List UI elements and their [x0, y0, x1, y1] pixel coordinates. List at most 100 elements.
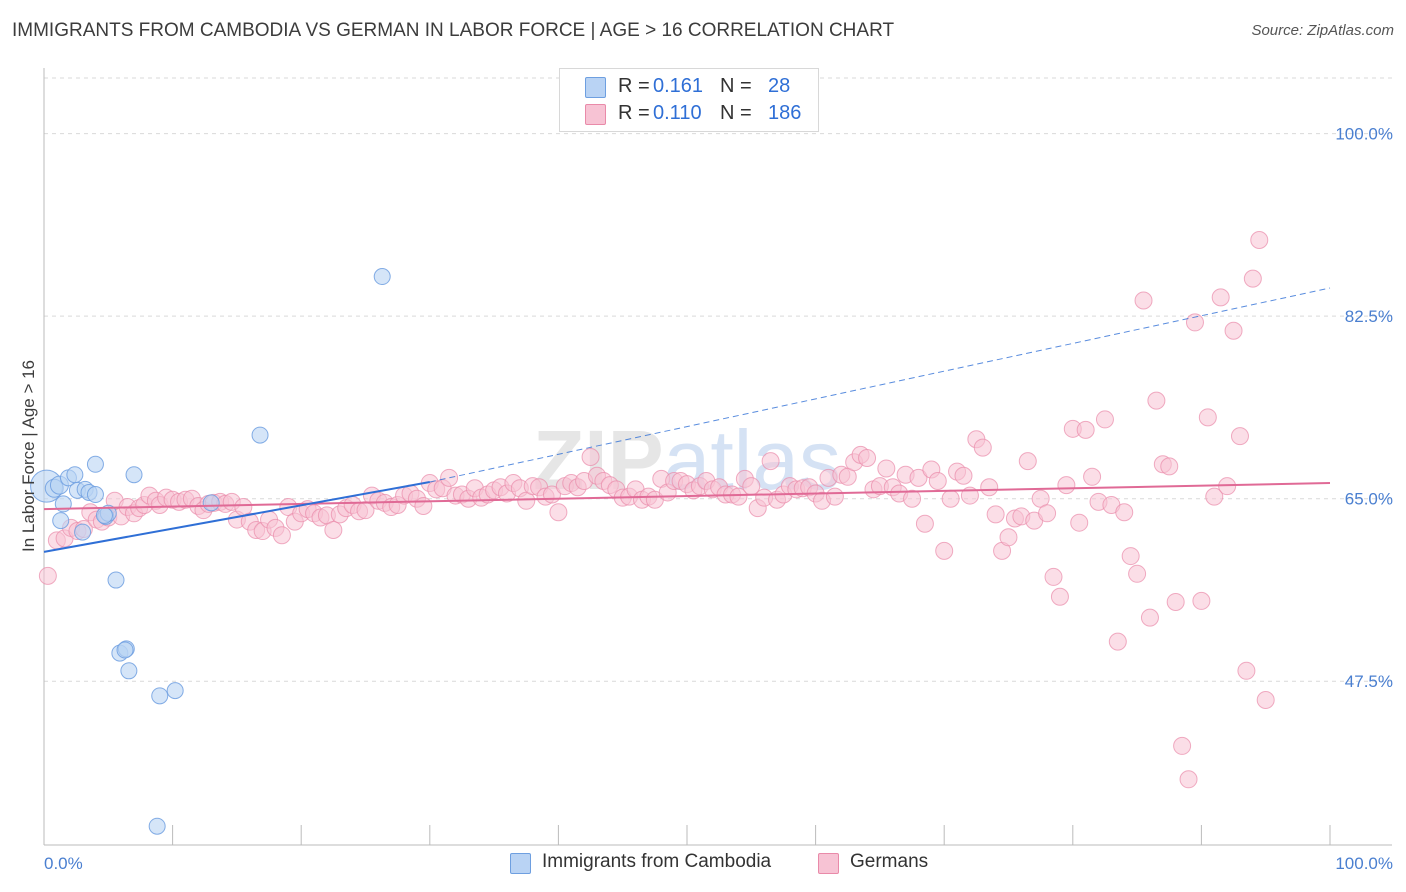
legend-swatch-germans — [585, 104, 606, 125]
germans-point — [581, 447, 600, 466]
germans-point — [1140, 608, 1159, 627]
cambodia-point — [86, 486, 104, 504]
germans-trend-line — [43, 482, 1331, 511]
cambodia-point — [166, 682, 184, 700]
germans-point — [980, 478, 999, 497]
cambodia-point — [95, 506, 113, 524]
germans-point — [909, 468, 928, 487]
cambodia-point — [373, 268, 391, 286]
germans-point — [1057, 476, 1076, 495]
germans-point — [999, 528, 1018, 547]
germans-point — [1083, 467, 1102, 486]
axes — [43, 68, 1392, 846]
y-tick-label: 82.5% — [1345, 307, 1393, 326]
germans-point — [272, 526, 291, 545]
germans-points — [38, 231, 1275, 789]
legend-n-label: N = — [720, 75, 752, 97]
cambodia-trend-line — [43, 481, 430, 553]
germans-point — [1160, 457, 1179, 476]
x-tick-label: 0.0% — [44, 854, 83, 873]
germans-point — [1128, 564, 1147, 583]
germans-point — [324, 520, 343, 539]
germans-point — [1121, 547, 1140, 566]
germans-point — [915, 514, 934, 533]
x-tick-label: 100.0% — [1335, 854, 1393, 873]
germans-point — [1038, 504, 1057, 523]
germans-point — [1044, 567, 1063, 586]
cambodia-point — [107, 571, 125, 589]
germans-point — [1166, 592, 1185, 611]
y-tick-label: 47.5% — [1345, 672, 1393, 691]
germans-point — [1250, 231, 1269, 250]
y-tick-label: 100.0% — [1335, 125, 1393, 144]
chart-title: IMMIGRANTS FROM CAMBODIA VS GERMAN IN LA… — [12, 20, 895, 41]
germans-point — [858, 449, 877, 468]
legend-swatch-germans — [818, 853, 839, 874]
cambodia-point — [66, 466, 84, 484]
cambodia-point — [52, 512, 70, 530]
germans-point — [903, 489, 922, 508]
cambodia-trend-extension — [429, 287, 1331, 483]
germans-point — [986, 505, 1005, 524]
cambodia-point — [251, 426, 269, 444]
cambodia-point — [86, 455, 104, 473]
germans-point — [549, 503, 568, 522]
legend-n-label: N = — [720, 102, 752, 124]
cambodia-point — [148, 817, 166, 835]
germans-point — [935, 541, 954, 560]
legend-n-value: 186 — [768, 102, 802, 124]
germans-point — [1179, 770, 1198, 789]
germans-point — [941, 489, 960, 508]
germans-point — [440, 468, 459, 487]
germans-point — [973, 438, 992, 457]
legend-n-value: 28 — [768, 75, 791, 97]
legend-label-germans: Germans — [850, 851, 929, 872]
y-tick-label: 65.0% — [1345, 490, 1393, 509]
germans-point — [1018, 452, 1037, 471]
cambodia-point — [151, 687, 169, 705]
cambodia-point — [120, 662, 138, 680]
germans-point — [954, 466, 973, 485]
trend-lines — [43, 287, 1331, 553]
cambodia-point — [74, 523, 92, 541]
germans-point — [1076, 420, 1095, 439]
cambodia-points — [30, 268, 391, 835]
cambodia-point — [116, 641, 134, 659]
germans-point — [1115, 503, 1134, 522]
germans-point — [1108, 632, 1127, 651]
legend-r-label: R = — [618, 75, 650, 97]
legend-r-value: 0.110 — [653, 102, 702, 124]
germans-point — [877, 459, 896, 478]
germans-point — [1147, 391, 1166, 410]
legend-swatch-cambodia — [510, 853, 531, 874]
germans-point — [1205, 487, 1224, 506]
germans-point — [38, 566, 57, 585]
germans-point — [1173, 736, 1192, 755]
y-tick-labels: 100.0% 82.5% 65.0% 47.5% — [1335, 125, 1393, 692]
legend-r-label: R = — [618, 102, 650, 124]
legend-r-value: 0.161 — [653, 75, 704, 97]
chart-source: Source: ZipAtlas.com — [1251, 22, 1394, 39]
x-tick-labels: 0.0% 100.0% — [44, 854, 1393, 873]
cambodia-point — [202, 494, 220, 512]
germans-point — [1211, 288, 1230, 307]
legend-swatch-cambodia — [585, 77, 606, 98]
correlation-legend: R = 0.161 N = 28 R = 0.110 N = 186 — [559, 68, 819, 132]
germans-point — [825, 487, 844, 506]
grid-lines — [44, 77, 1392, 682]
germans-point — [1192, 591, 1211, 610]
germans-point — [1224, 321, 1243, 340]
germans-point — [1185, 313, 1204, 332]
germans-point — [1243, 269, 1262, 288]
germans-point — [1256, 691, 1275, 710]
germans-point — [1070, 513, 1089, 532]
germans-point — [1050, 587, 1069, 606]
germans-point — [1198, 408, 1217, 427]
germans-point — [1230, 427, 1249, 446]
y-axis-label: In Labor Force | Age > 16 — [19, 360, 38, 552]
germans-point — [729, 487, 748, 506]
germans-point — [1134, 291, 1153, 310]
germans-point — [928, 471, 947, 490]
germans-point — [1237, 661, 1256, 680]
